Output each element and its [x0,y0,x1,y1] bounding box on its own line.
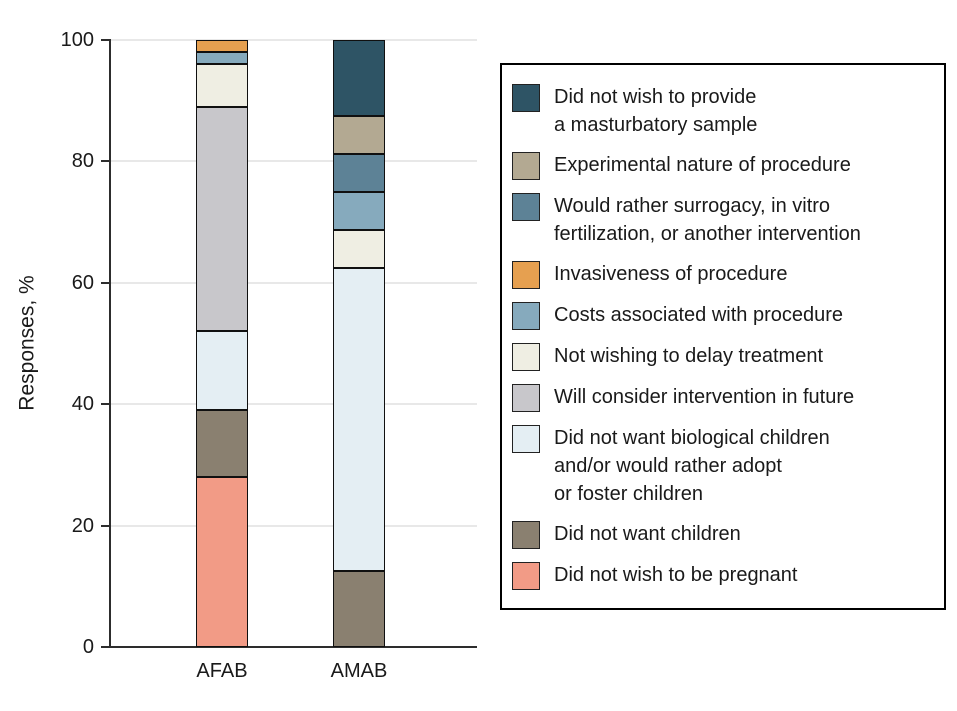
legend-label: Would rather surrogacy, in vitro fertiliz… [554,192,861,248]
gridline [110,160,477,163]
y-tick-label: 60 [71,271,94,294]
legend-entry: Did not want biological children and/or w… [512,424,932,508]
y-tick-label: 100 [60,29,94,51]
legend-entry: Invasiveness of procedure [512,260,932,289]
bar-segment [196,52,248,65]
y-tick-label: 40 [71,393,94,416]
bar-segment [196,64,248,107]
legend-label: Will consider intervention in future [554,383,854,411]
legend-label-line: Not wishing to delay treatment [554,345,824,367]
legend-label: Did not wish to provide a masturbatory sa… [554,83,757,139]
legend-swatch [512,425,540,453]
y-axis-tick [101,39,109,41]
legend-swatch [512,302,540,330]
legend: Did not wish to provide a masturbatory sa… [500,63,946,610]
gridline [110,281,477,284]
legend-label-line: a masturbatory sample [554,114,758,136]
y-axis-tick [101,281,109,284]
legend-label-line: Experimental nature of procedure [554,154,851,176]
legend-label: Experimental nature of procedure [554,151,851,179]
y-axis-line [109,39,111,648]
bar-segment [333,115,385,154]
gridline [110,524,477,527]
legend-swatch [512,261,540,289]
legend-label: Did not want biological children and/or w… [554,424,830,508]
y-axis-tick [101,646,109,648]
legend-entry: Will consider intervention in future [512,383,932,412]
legend-label-line: Will consider intervention in future [554,386,855,408]
bar-segment [333,191,385,230]
legend-label-line: Did not wish to be pregnant [554,564,798,586]
bar-segment [196,40,248,53]
legend-swatch [512,562,540,590]
bar-segment [333,40,385,116]
legend-swatch [512,521,540,549]
legend-entry: Would rather surrogacy, in vitro fertiliz… [512,192,932,248]
legend-label-line: Did not want children [554,523,741,545]
legend-entry: Did not wish to be pregnant [512,561,932,590]
legend-label: Costs associated with procedure [554,301,843,329]
legend-label: Not wishing to delay treatment [554,342,823,370]
legend-swatch [512,152,540,180]
y-axis-title: Responses, % [15,275,39,411]
legend-label-line: Did not want biological children [554,427,830,449]
y-tick-label: 20 [71,514,94,537]
bar-segment [333,153,385,192]
bar-segment [196,106,248,332]
bar-segment [333,571,385,647]
legend-swatch [512,193,540,221]
bar-segment [333,229,385,268]
bar-segment [196,477,248,647]
legend-swatch [512,384,540,412]
gridline [110,403,477,406]
x-category-label: AMAB [330,660,388,682]
legend-label-line: Did not wish to provide [554,86,757,108]
legend-label: Invasiveness of procedure [554,260,787,288]
x-axis-line [109,646,477,648]
x-category-label: AFAB [196,660,248,682]
legend-label-line: and/or would rather adopt [554,455,782,477]
legend-label-line: Would rather surrogacy, in vitro [554,195,831,217]
y-axis-tick [101,403,109,406]
legend-entry: Experimental nature of procedure [512,151,932,180]
legend-label: Did not want children [554,520,741,548]
gridline [110,39,477,41]
legend-label-line: Invasiveness of procedure [554,263,788,285]
legend-entry: Costs associated with procedure [512,301,932,330]
bar-segment [196,331,248,411]
legend-entry: Did not wish to provide a masturbatory sa… [512,83,932,139]
y-axis-tick [101,160,109,163]
bar-segment [196,410,248,478]
legend-swatch [512,84,540,112]
legend-entry: Not wishing to delay treatment [512,342,932,371]
legend-swatch [512,343,540,371]
legend-entry: Did not want children [512,520,932,549]
y-tick-label: 80 [71,150,94,173]
legend-label-line: or foster children [554,483,703,505]
legend-label-line: fertilization, or another intervention [554,223,861,245]
legend-label: Did not wish to be pregnant [554,561,798,589]
bar-segment [333,267,385,572]
y-axis-tick [101,524,109,527]
y-tick-label: 0 [82,636,94,658]
legend-label-line: Costs associated with procedure [554,304,844,326]
